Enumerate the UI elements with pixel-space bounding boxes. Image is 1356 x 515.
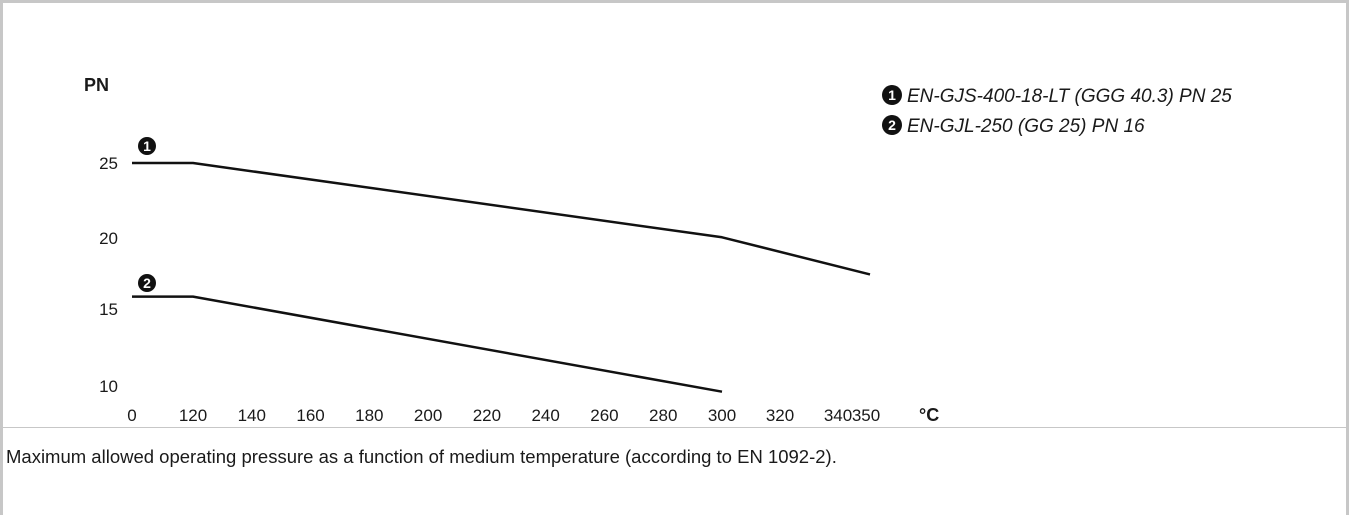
x-tick-label: 350 <box>852 406 880 425</box>
x-tick-label: 220 <box>473 406 501 425</box>
y-tick-label: 25 <box>99 154 118 173</box>
x-tick-label: 120 <box>179 406 207 425</box>
x-tick-label: 180 <box>355 406 383 425</box>
pressure-temperature-chart: 12 0 120 140 160 180 200 220 240 260 280 300 320 340… <box>84 75 1232 425</box>
x-tick-labels: 0 120 140 160 180 200 220 240 260 280 300 320 340 350 <box>127 406 880 425</box>
legend-marker-2 <box>882 115 902 135</box>
legend-label-1: EN-GJS-400-18-LT (GGG 40.3) PN 25 <box>907 86 1232 107</box>
series-marker-number-1: 1 <box>143 138 151 154</box>
x-tick-label: 280 <box>649 406 677 425</box>
legend: 1 EN-GJS-400-18-LT (GGG 40.3) PN 25 2 EN-GJ… <box>882 85 1232 137</box>
x-tick-label: 300 <box>708 406 736 425</box>
y-tick-label: 20 <box>99 229 118 248</box>
y-tick-label: 15 <box>99 300 118 319</box>
series-marker-number-2: 2 <box>143 275 151 291</box>
caption-divider <box>3 427 1346 428</box>
x-tick-label: 0 <box>127 406 136 425</box>
y-tick-label: 10 <box>99 377 118 396</box>
x-tick-label: 340 <box>824 406 852 425</box>
legend-marker-number-2: 2 <box>888 117 896 133</box>
legend-label-2: EN-GJL-250 (GG 25) PN 16 <box>907 116 1145 137</box>
x-tick-label: 260 <box>590 406 618 425</box>
x-tick-label: 160 <box>296 406 324 425</box>
series-marker-2 <box>138 274 156 292</box>
x-tick-label: 140 <box>238 406 266 425</box>
x-tick-label: 240 <box>531 406 559 425</box>
x-axis-title: °C <box>919 405 939 425</box>
x-tick-label: 320 <box>766 406 794 425</box>
y-tick-labels: 10 15 20 25 <box>99 154 118 396</box>
x-tick-label: 200 <box>414 406 442 425</box>
series-layer: 12 <box>132 137 871 393</box>
figure-caption: Maximum allowed operating pressure as a … <box>6 446 837 467</box>
legend-marker-1 <box>882 85 902 105</box>
y-axis-title: PN <box>84 75 109 95</box>
series-marker-1 <box>138 137 156 155</box>
series-line-1 <box>132 161 871 276</box>
series-line-2 <box>132 295 723 393</box>
legend-marker-number-1: 1 <box>888 87 896 103</box>
